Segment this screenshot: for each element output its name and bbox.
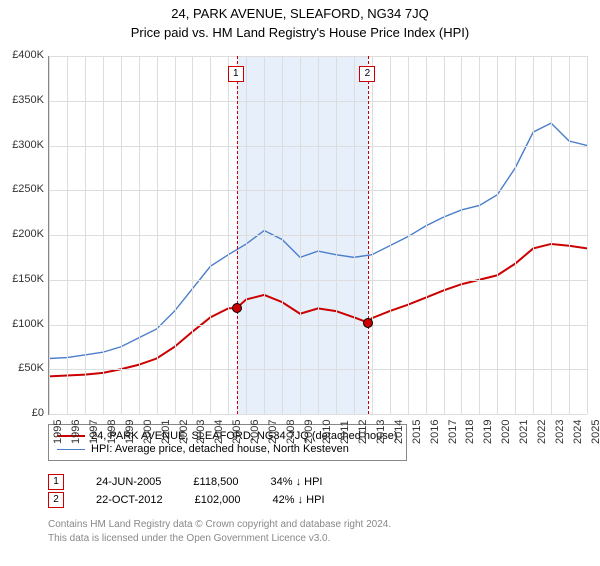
x-tick-label: 2023 <box>554 420 566 444</box>
x-tick-label: 1995 <box>52 420 64 444</box>
x-tick-label: 2019 <box>482 420 494 444</box>
x-tick-label: 2012 <box>357 420 369 444</box>
marker-dot-1 <box>232 303 242 313</box>
x-tick-label: 2014 <box>393 420 405 444</box>
tx-hpi-2: 42% ↓ HPI <box>273 494 325 506</box>
tx-price-1: £118,500 <box>193 476 238 488</box>
x-tick-label: 2008 <box>285 420 297 444</box>
footer-line1: Contains HM Land Registry data © Crown c… <box>48 518 391 532</box>
x-tick-label: 1996 <box>70 420 82 444</box>
x-tick-label: 2009 <box>303 420 315 444</box>
x-tick-label: 2015 <box>411 420 423 444</box>
footer-line2: This data is licensed under the Open Gov… <box>48 532 391 546</box>
footer-attribution: Contains HM Land Registry data © Crown c… <box>48 518 391 545</box>
marker-dot-2 <box>363 318 373 328</box>
x-tick-label: 2025 <box>590 420 600 444</box>
x-tick-label: 2010 <box>321 420 333 444</box>
x-tick-label: 2003 <box>195 420 207 444</box>
x-tick-label: 2011 <box>339 420 351 444</box>
y-tick-label: £200K <box>0 228 44 240</box>
legend-item-hpi: HPI: Average price, detached house, Nort… <box>57 443 398 455</box>
x-tick-label: 2007 <box>267 420 279 444</box>
x-tick-label: 2013 <box>375 420 387 444</box>
legend-label-price: 24, PARK AVENUE, SLEAFORD, NG34 7JQ (det… <box>91 430 398 442</box>
x-tick-label: 2016 <box>429 420 441 444</box>
y-tick-label: £400K <box>0 49 44 61</box>
chart-marker-1: 1 <box>228 66 244 82</box>
legend-swatch-hpi <box>57 449 85 450</box>
x-tick-label: 1997 <box>88 420 100 444</box>
x-tick-label: 2018 <box>464 420 476 444</box>
x-tick-label: 2017 <box>447 420 459 444</box>
x-tick-label: 2005 <box>231 420 243 444</box>
x-tick-label: 1999 <box>124 420 136 444</box>
tx-date-2: 22-OCT-2012 <box>96 494 163 506</box>
marker-badge-1: 1 <box>48 474 64 490</box>
y-tick-label: £350K <box>0 94 44 106</box>
y-tick-label: £100K <box>0 318 44 330</box>
marker-badge-2: 2 <box>48 492 64 508</box>
x-tick-label: 2020 <box>500 420 512 444</box>
tx-hpi-1: 34% ↓ HPI <box>271 476 323 488</box>
x-tick-label: 2004 <box>213 420 225 444</box>
x-tick-label: 2024 <box>572 420 584 444</box>
title-subtitle: Price paid vs. HM Land Registry's House … <box>0 25 600 40</box>
legend-box: 24, PARK AVENUE, SLEAFORD, NG34 7JQ (det… <box>48 424 407 461</box>
x-tick-label: 2021 <box>518 420 530 444</box>
x-tick-label: 2002 <box>178 420 190 444</box>
y-tick-label: £250K <box>0 183 44 195</box>
x-tick-label: 1998 <box>106 420 118 444</box>
y-tick-label: £300K <box>0 139 44 151</box>
x-tick-label: 2006 <box>249 420 261 444</box>
legend-label-hpi: HPI: Average price, detached house, Nort… <box>91 443 349 455</box>
transaction-row-1: 1 24-JUN-2005 £118,500 34% ↓ HPI <box>48 474 325 490</box>
y-tick-label: £0 <box>0 407 44 419</box>
tx-date-1: 24-JUN-2005 <box>96 476 161 488</box>
chart-marker-2: 2 <box>359 66 375 82</box>
x-tick-label: 2001 <box>160 420 172 444</box>
x-tick-label: 2000 <box>142 420 154 444</box>
y-tick-label: £150K <box>0 273 44 285</box>
chart-area <box>48 56 587 415</box>
x-tick-label: 2022 <box>536 420 548 444</box>
transactions-table: 1 24-JUN-2005 £118,500 34% ↓ HPI 2 22-OC… <box>48 472 325 510</box>
title-address: 24, PARK AVENUE, SLEAFORD, NG34 7JQ <box>0 6 600 21</box>
transaction-row-2: 2 22-OCT-2012 £102,000 42% ↓ HPI <box>48 492 325 508</box>
tx-price-2: £102,000 <box>195 494 241 506</box>
y-tick-label: £50K <box>0 362 44 374</box>
